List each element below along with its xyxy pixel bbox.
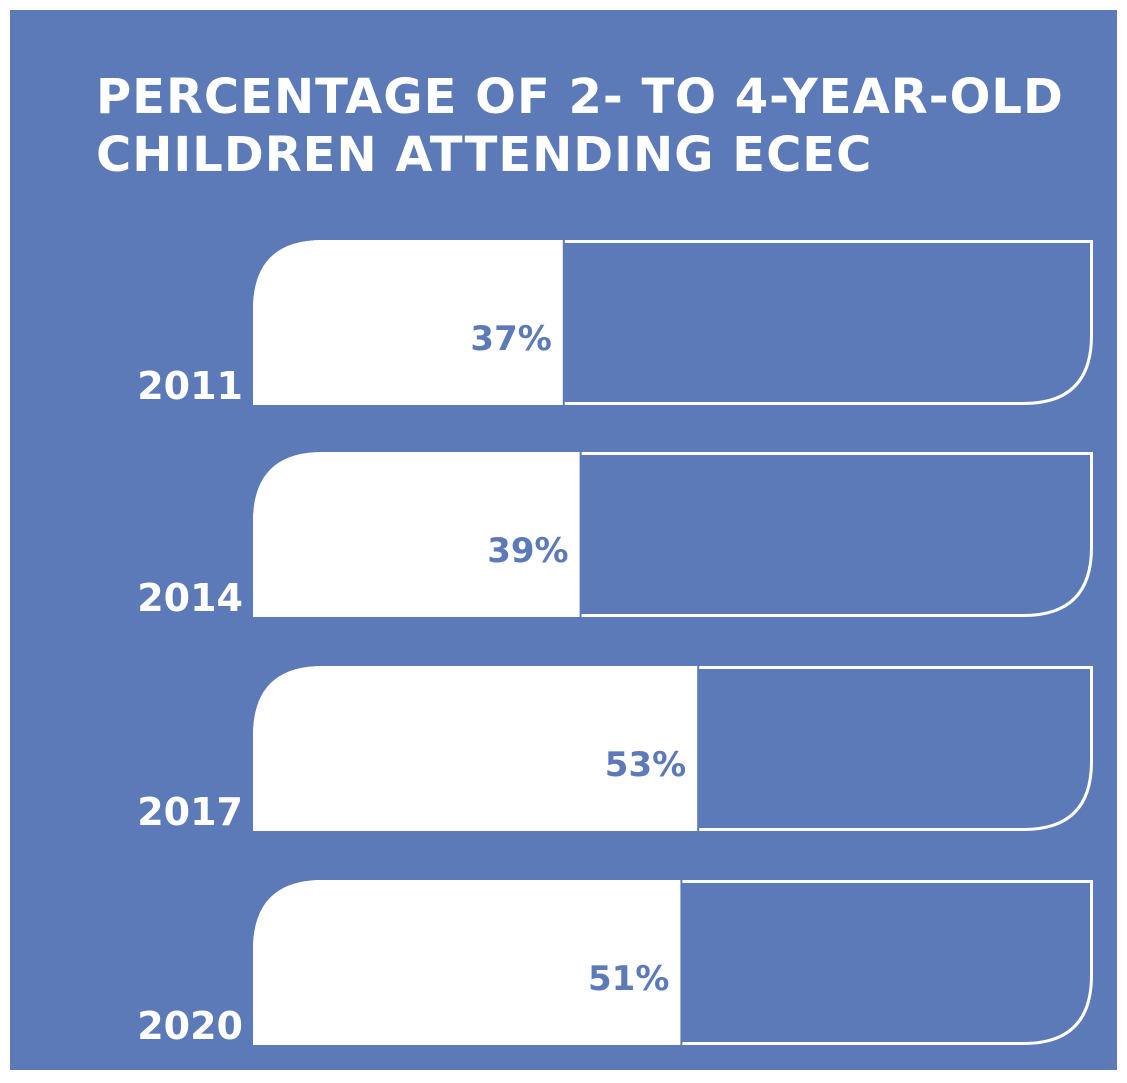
bar: [253, 240, 564, 405]
bar-row: 53% 2017: [137, 666, 1093, 834]
chart-title-line-1: PERCENTAGE OF 2- TO 4-YEAR-OLD: [96, 69, 1064, 125]
value-label: 53%: [605, 745, 686, 785]
category-label: 2017: [137, 790, 243, 834]
bar: [253, 452, 581, 617]
bar-chart: 37% 2011 39% 2014 53% 2017 51% 2020: [137, 240, 1093, 1048]
chart-panel: PERCENTAGE OF 2- TO 4-YEAR-OLD CHILDREN …: [10, 10, 1117, 1070]
category-label: 2011: [137, 364, 243, 408]
value-label: 37%: [470, 319, 551, 359]
bar-track-outline: [253, 452, 1093, 617]
value-label: 51%: [588, 959, 669, 999]
bar-row: 39% 2014: [137, 452, 1093, 620]
bar: [253, 666, 699, 831]
value-label: 39%: [487, 531, 568, 571]
bar-track-outline: [253, 240, 1093, 405]
bar-track-outline: [253, 666, 1093, 831]
bar-row: 37% 2011: [137, 240, 1093, 408]
category-label: 2014: [137, 576, 243, 620]
bar-row: 51% 2020: [137, 880, 1093, 1048]
bar-track-outline: [253, 880, 1093, 1045]
chart-title-line-2: CHILDREN ATTENDING ECEC: [96, 127, 873, 183]
category-label: 2020: [137, 1004, 243, 1048]
bar: [253, 880, 682, 1045]
chart-title: PERCENTAGE OF 2- TO 4-YEAR-OLD CHILDREN …: [96, 68, 1106, 184]
